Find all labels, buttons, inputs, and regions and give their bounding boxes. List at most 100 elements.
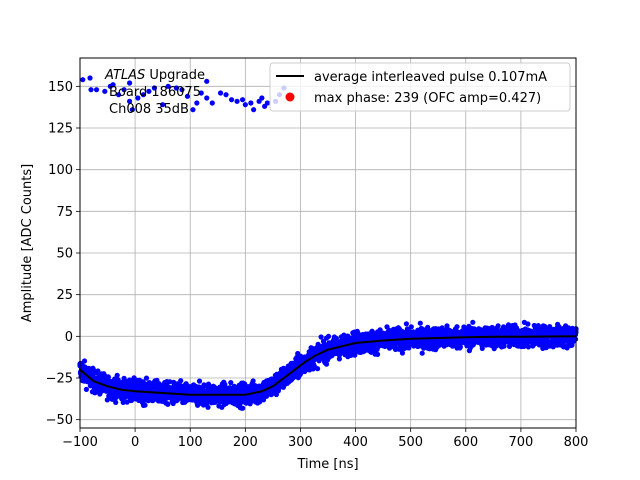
x-tick-label: 200 <box>233 435 258 450</box>
band-sample-point <box>167 379 173 385</box>
outlier-point <box>173 85 180 91</box>
annotation-atlas: ATLAS <box>104 68 145 83</box>
band-sample-point <box>470 319 476 325</box>
band-sample-point <box>525 344 532 350</box>
outlier-point <box>179 87 185 93</box>
band-sample-point <box>142 402 148 408</box>
outlier-point <box>239 97 246 103</box>
band-sample-point <box>143 375 150 381</box>
band-sample-point <box>222 381 228 387</box>
line-series <box>79 335 577 396</box>
y-ticks: −50 −25 0 25 50 75 100 125 150 <box>46 80 80 428</box>
band-sample-point <box>454 324 460 330</box>
band-sample-point <box>298 370 304 376</box>
band-sample-point <box>83 386 89 392</box>
outlier-point <box>234 98 240 104</box>
band-sample-point <box>336 356 342 362</box>
legend: average interleaved pulse 0.107mA max ph… <box>269 62 571 112</box>
band-sample-point <box>375 351 381 357</box>
outlier-point <box>184 93 191 99</box>
outlier-point <box>160 102 166 108</box>
y-tick-label: 100 <box>48 163 73 178</box>
band-sample-point <box>419 350 425 356</box>
band-sample-point <box>165 401 171 407</box>
x-ticks: −100 0 100 200 300 400 500 600 700 800 <box>62 428 588 450</box>
x-tick-label: 800 <box>564 435 589 450</box>
band-sample-point <box>95 368 101 374</box>
annotation-line1: ATLAS Upgrade <box>104 68 205 83</box>
outlier-point <box>146 88 152 94</box>
annotation-line3: Ch008 35dB <box>109 102 189 117</box>
outlier-point <box>135 95 141 101</box>
x-tick-label: 500 <box>398 435 423 450</box>
outlier-point <box>248 100 254 106</box>
outlier-point <box>127 98 133 104</box>
band-sample-point <box>196 378 203 384</box>
band-sample-point <box>205 404 211 410</box>
band-sample-point <box>408 324 414 330</box>
outlier-point <box>165 83 171 89</box>
outlier-point <box>223 92 229 98</box>
outlier-point <box>190 107 196 113</box>
outlier-point <box>217 90 224 96</box>
band-sample-point <box>115 377 121 383</box>
band-sample-point <box>323 361 330 367</box>
outlier-point <box>129 107 135 113</box>
band-sample-point <box>240 405 246 411</box>
outlier-point <box>209 100 215 106</box>
y-tick-label: 75 <box>56 205 73 220</box>
band-sample-point <box>120 399 126 405</box>
legend-entry-average-pulse: average interleaved pulse 0.107mA <box>314 70 547 85</box>
band-sample-point <box>501 343 507 349</box>
band-sample-point <box>114 372 120 378</box>
outlier-point <box>259 95 265 101</box>
legend-box <box>269 62 571 112</box>
band-sample-point <box>406 345 412 351</box>
average-pulse-line <box>79 335 577 396</box>
y-tick-label: −25 <box>46 372 73 387</box>
x-tick-label: 300 <box>288 435 313 450</box>
band-sample-point <box>525 321 531 327</box>
outlier-point <box>198 90 204 96</box>
annotation-marker <box>87 75 93 81</box>
outlier-point <box>110 82 116 88</box>
outlier-point <box>264 100 270 106</box>
outlier-point <box>151 85 157 91</box>
y-tick-label: 50 <box>56 247 73 262</box>
band-sample-point <box>105 374 111 380</box>
outlier-point <box>242 102 248 108</box>
x-tick-label: 100 <box>178 435 203 450</box>
band-sample-point <box>403 321 409 327</box>
band-sample-point <box>81 358 88 364</box>
outlier-point <box>127 80 133 86</box>
y-tick-label: 0 <box>65 330 73 345</box>
outlier-point <box>140 92 146 98</box>
band-sample-point <box>228 380 234 386</box>
outlier-point <box>93 87 100 93</box>
outlier-point <box>204 95 210 101</box>
y-tick-label: 25 <box>56 288 73 303</box>
y-tick-label: 150 <box>48 80 73 95</box>
outlier-point <box>251 107 257 113</box>
annotation: ATLAS Upgrade Board 186075 Ch008 35dB <box>87 68 205 117</box>
y-axis-label: Amplitude [ADC Counts] <box>20 164 35 322</box>
x-tick-label: 600 <box>453 435 478 450</box>
band-sample-point <box>479 345 485 351</box>
x-tick-label: 700 <box>508 435 533 450</box>
band-sample-point <box>325 333 332 339</box>
band-sample-point <box>178 378 184 384</box>
band-sample-point <box>417 320 423 326</box>
band-sample-point <box>333 335 339 342</box>
outlier-point <box>80 77 86 83</box>
band-sample-point <box>315 366 321 372</box>
y-tick-label: 125 <box>48 122 73 137</box>
x-axis-label: Time [ns] <box>296 457 358 472</box>
outlier-point <box>115 92 122 98</box>
outlier-point <box>88 87 94 93</box>
plot-frame <box>79 57 577 429</box>
outlier-point <box>102 88 108 94</box>
band-sample-point <box>457 344 463 350</box>
outlier-point <box>121 87 127 93</box>
band-sample-point <box>318 334 324 340</box>
